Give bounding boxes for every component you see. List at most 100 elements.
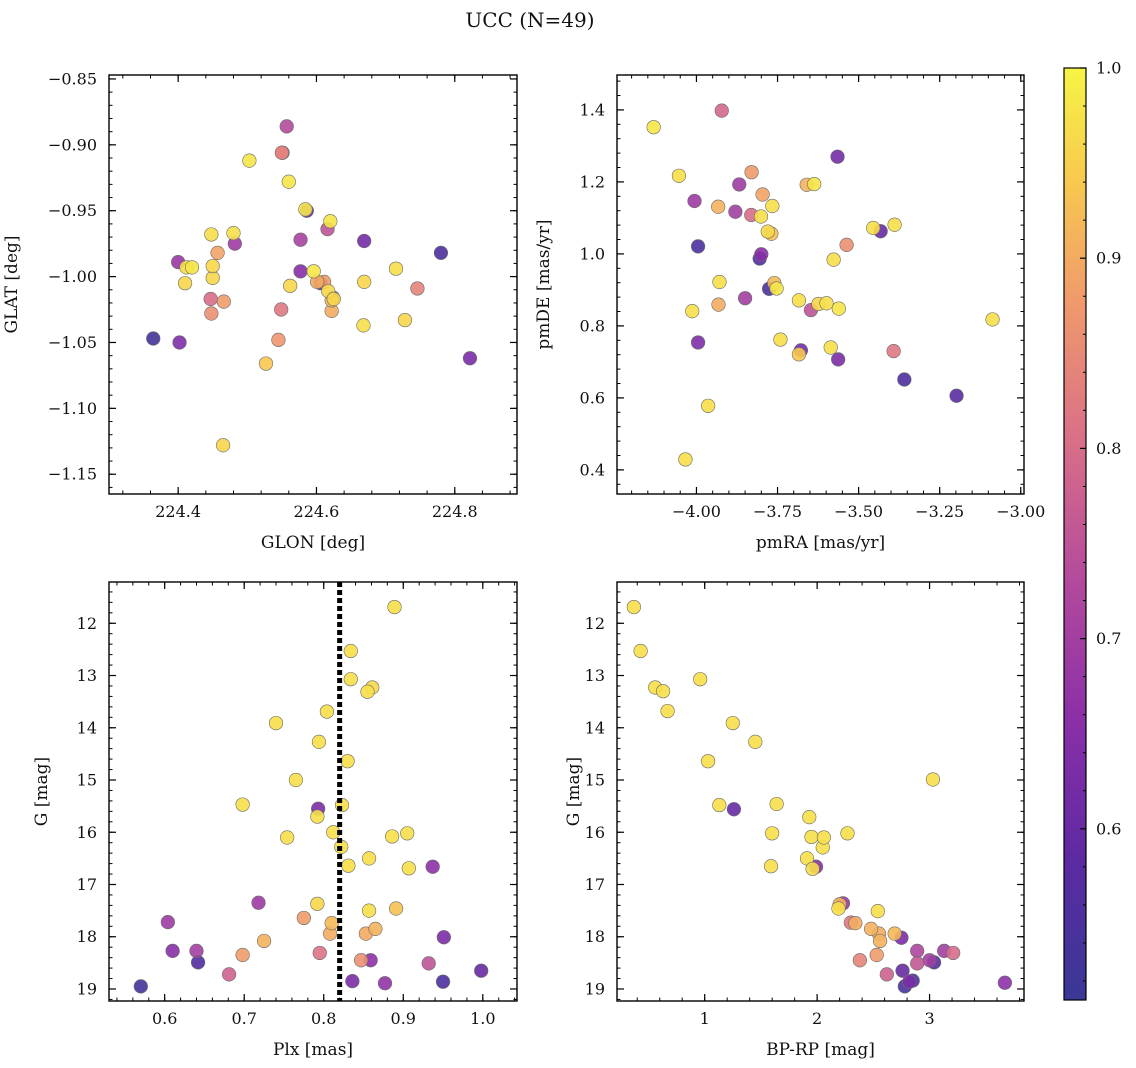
data-point bbox=[711, 199, 726, 214]
colorbar-tick-label: 0.7 bbox=[1096, 629, 1121, 648]
data-point bbox=[763, 859, 779, 874]
data-point bbox=[293, 232, 308, 247]
data-point bbox=[791, 293, 807, 308]
panel-2-y-tick-label: 0.4 bbox=[580, 460, 605, 479]
panel-3-y-tick-label: 17 bbox=[77, 875, 97, 894]
colorbar-gradient bbox=[1063, 67, 1087, 1001]
panel-1-y-tick-label: −0.85 bbox=[48, 69, 97, 88]
data-point bbox=[146, 331, 161, 346]
panel-4-frame bbox=[616, 581, 1025, 1002]
data-point bbox=[216, 438, 231, 453]
data-point bbox=[725, 715, 740, 731]
colorbar-tick-label: 0.6 bbox=[1096, 819, 1121, 838]
panel-3-y-tick-label: 18 bbox=[77, 927, 97, 946]
data-point bbox=[258, 356, 274, 371]
data-point bbox=[997, 975, 1012, 990]
data-point bbox=[678, 452, 693, 467]
data-point bbox=[288, 772, 304, 788]
panel-4-y-tick-label: 17 bbox=[585, 875, 605, 894]
data-point bbox=[732, 177, 747, 192]
data-point bbox=[357, 233, 372, 249]
data-point bbox=[189, 943, 204, 958]
data-point bbox=[701, 398, 716, 413]
data-point bbox=[274, 145, 289, 160]
data-point bbox=[714, 103, 729, 118]
data-point bbox=[872, 933, 888, 949]
data-point bbox=[323, 214, 338, 229]
panel-3-y-axis-label: G [mag] bbox=[32, 757, 52, 826]
panel-2-x-axis-label: pmRA [mas/yr] bbox=[756, 533, 885, 553]
data-point bbox=[385, 829, 400, 844]
data-point bbox=[869, 947, 884, 963]
data-point bbox=[345, 974, 360, 989]
data-point bbox=[693, 672, 708, 687]
data-point bbox=[165, 943, 180, 958]
panel-4-x-tick-label: 3 bbox=[924, 1009, 934, 1028]
data-point bbox=[902, 974, 917, 989]
data-point bbox=[925, 772, 941, 787]
data-point bbox=[802, 809, 817, 825]
panel-1-x-axis-label: GLON [deg] bbox=[261, 533, 365, 553]
panel-2-y-tick-label: 0.8 bbox=[580, 316, 605, 335]
data-point bbox=[343, 672, 358, 687]
data-point bbox=[251, 895, 266, 910]
data-point bbox=[324, 916, 339, 931]
panel-4-y-tick-label: 15 bbox=[585, 771, 605, 790]
panel-2-x-tick-label: −4.00 bbox=[672, 502, 721, 521]
panel-3-y-tick-label: 16 bbox=[77, 823, 97, 842]
panel-2-y-axis-label: pmDE [mas/yr] bbox=[534, 219, 554, 349]
data-point bbox=[401, 861, 416, 876]
panel-4-y-tick-label: 14 bbox=[585, 718, 605, 737]
data-point bbox=[341, 858, 356, 873]
data-point bbox=[226, 226, 241, 241]
data-point bbox=[753, 209, 769, 224]
data-point bbox=[910, 943, 925, 958]
data-point bbox=[769, 796, 784, 812]
data-point bbox=[274, 302, 289, 317]
panel-2-y-tick-label: 1.4 bbox=[580, 100, 605, 119]
data-point bbox=[773, 332, 788, 347]
data-point bbox=[712, 797, 727, 813]
data-point bbox=[235, 947, 250, 963]
data-point bbox=[216, 294, 231, 309]
data-point bbox=[354, 953, 369, 968]
data-point bbox=[410, 281, 425, 296]
panel-3-y-tick-label: 14 bbox=[77, 718, 97, 737]
data-point bbox=[830, 149, 845, 164]
panel-3-x-tick-label: 1.0 bbox=[470, 1009, 495, 1028]
panel-1-y-tick-label: −0.95 bbox=[48, 201, 97, 220]
data-point bbox=[310, 809, 325, 824]
data-point bbox=[310, 896, 325, 911]
data-point bbox=[870, 904, 885, 919]
data-point bbox=[831, 301, 846, 316]
panel-1-x-tick-label: 224.8 bbox=[432, 502, 478, 521]
data-point bbox=[726, 802, 742, 817]
data-point bbox=[685, 304, 700, 319]
panel-3-x-tick-label: 0.6 bbox=[152, 1009, 177, 1028]
data-point bbox=[887, 926, 902, 941]
panel-2-y-tick-label: 1.2 bbox=[580, 172, 605, 191]
data-point bbox=[280, 830, 295, 845]
panel-3-x-tick-label: 0.8 bbox=[311, 1009, 336, 1028]
panel-4-x-tick-label: 2 bbox=[812, 1009, 822, 1028]
data-point bbox=[765, 198, 780, 214]
data-point bbox=[687, 193, 702, 209]
figure-title: UCC (N=49) bbox=[465, 8, 594, 32]
data-point bbox=[807, 176, 822, 192]
data-point bbox=[462, 351, 478, 366]
data-point bbox=[840, 826, 855, 841]
data-point bbox=[671, 168, 687, 183]
data-point bbox=[268, 715, 284, 731]
data-point bbox=[319, 704, 335, 719]
data-point bbox=[816, 830, 831, 845]
panel-3-y-tick-label: 13 bbox=[77, 666, 97, 685]
data-point bbox=[823, 340, 838, 355]
data-point bbox=[737, 291, 753, 306]
panel-4-x-axis-label: BP-RP [mag] bbox=[766, 1040, 875, 1060]
data-point bbox=[388, 261, 404, 276]
data-point bbox=[754, 247, 769, 262]
panel-4-y-tick-label: 18 bbox=[585, 927, 605, 946]
colorbar: 0.6 0.7 0.8 0.9 1.0 bbox=[1063, 59, 1121, 1001]
colorbar-tick-label: 0.8 bbox=[1096, 439, 1121, 458]
data-point bbox=[897, 372, 912, 387]
